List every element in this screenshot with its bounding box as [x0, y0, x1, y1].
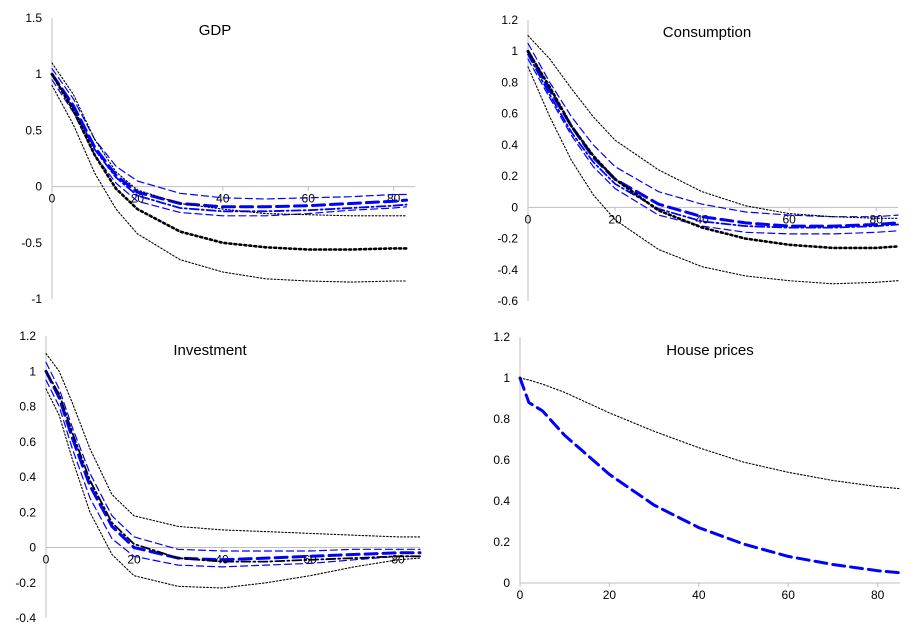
y-tick-label: 1: [35, 67, 42, 81]
series-line-7: [51, 84, 408, 283]
y-tick-label: 1: [503, 371, 510, 385]
x-tick-label: 20: [127, 553, 141, 567]
y-tick-label: 0.8: [19, 400, 36, 414]
series-line-1: [44, 369, 422, 562]
panel-title: Consumption: [663, 24, 751, 41]
y-tick-label: 1: [511, 44, 518, 58]
series-line-2: [51, 67, 408, 200]
x-tick-label: 0: [49, 192, 56, 206]
panel-consumption: Consumption 0 20 40 60 80-0.6-0.4-0.200.20.4…: [497, 13, 900, 308]
y-tick-label: 0.4: [501, 138, 518, 152]
y-tick-label: 1.2: [493, 330, 510, 344]
series-line-4: [51, 73, 408, 213]
y-tick-label: 0.2: [501, 169, 518, 183]
series-line-3: [527, 58, 899, 235]
y-tick-label: 0.6: [501, 107, 518, 121]
y-tick-label: 0.4: [19, 470, 36, 484]
y-tick-label: -1: [31, 292, 42, 306]
panel-title: Investment: [173, 342, 247, 359]
y-tick-label: 1.2: [19, 329, 36, 343]
y-tick-label: 0: [35, 180, 42, 194]
y-tick-label: 0.4: [493, 494, 510, 508]
series-line-4: [527, 53, 899, 229]
y-tick-label: 1: [29, 364, 36, 378]
panel-house-prices: House prices 0 20 40 60 80 0 0.2 0.4 0.6 0.8 1 1.2: [493, 330, 902, 602]
x-tick-label: 80: [870, 212, 884, 226]
panel-title: House prices: [666, 342, 754, 359]
series-line-1: [50, 72, 408, 209]
y-tick-label: -0.6: [497, 294, 518, 308]
x-tick-label: 60: [302, 192, 316, 206]
x-tick-label: 20: [603, 588, 617, 602]
x-tick-label: 40: [692, 588, 706, 602]
x-tick-label: 60: [782, 212, 796, 226]
y-tick-label: 0: [503, 576, 510, 590]
panel-gdp: GDP 0 20 40 60 80-1-0.500.511.5: [21, 11, 415, 306]
series-line-7: [527, 66, 899, 285]
y-tick-label: 1.2: [501, 13, 518, 27]
y-tick-label: 1.5: [25, 11, 42, 25]
series-line-3: [45, 379, 421, 568]
x-tick-label: 60: [782, 588, 796, 602]
series-line-2: [527, 42, 899, 218]
x-tick-label: 0: [517, 588, 524, 602]
series-line-2: [45, 361, 421, 552]
series-line-5: [526, 49, 900, 250]
y-tick-label: 0.2: [493, 535, 510, 549]
y-tick-label: -0.2: [497, 232, 518, 246]
series-line-5: [45, 353, 421, 538]
y-tick-label: 0.5: [25, 123, 42, 137]
y-tick-label: 0.6: [493, 453, 510, 467]
y-tick-label: 0.8: [501, 75, 518, 89]
series-line-5: [50, 72, 408, 251]
y-tick-label: -0.2: [15, 576, 36, 590]
y-tick-label: 0: [511, 200, 518, 214]
y-tick-label: -0.4: [497, 263, 518, 277]
panel-investment: Investment 0 20 40 60 80-0.4-0.200.20.40.60.…: [15, 329, 422, 625]
x-tick-label: 80: [387, 192, 401, 206]
series-line-6: [45, 388, 421, 589]
y-tick-label: 0.8: [493, 412, 510, 426]
series-line-4: [45, 370, 421, 563]
series-line-6: [527, 35, 899, 219]
series-line-3: [51, 79, 408, 217]
y-tick-label: 0.6: [19, 435, 36, 449]
x-tick-label: 80: [871, 588, 885, 602]
series-line-1: [526, 49, 900, 228]
x-tick-label: 0: [43, 553, 50, 567]
series-line-2: [519, 377, 901, 490]
y-tick-label: -0.4: [15, 611, 36, 625]
x-tick-label: 40: [216, 192, 230, 206]
y-tick-label: 0: [29, 541, 36, 555]
y-tick-label: -0.5: [21, 236, 42, 250]
series-line-6: [51, 62, 408, 217]
y-tick-label: 0.2: [19, 505, 36, 519]
series-line-1: [518, 376, 902, 575]
panel-title: GDP: [199, 22, 232, 39]
x-tick-label: 0: [525, 212, 532, 226]
